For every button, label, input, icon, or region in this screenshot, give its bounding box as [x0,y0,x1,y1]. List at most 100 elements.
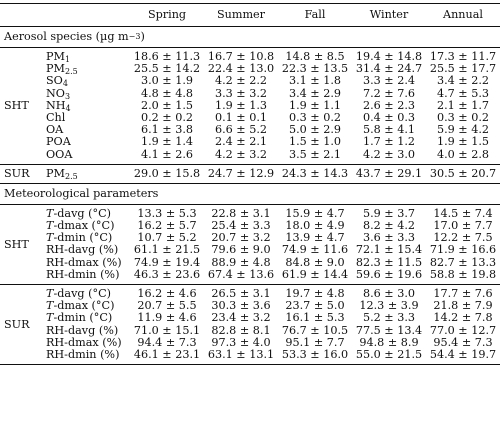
table-row: PM1 18.6 ± 11.3 16.7 ± 10.8 14.8 ± 8.5 19.4 … [0,50,500,64]
header-annual: Annual [443,8,483,21]
value-cell: 84.8 ± 9.0 [285,255,345,269]
value-cell: 0.1 ± 0.1 [214,110,268,124]
table-row: POA 1.9 ± 1.4 2.4 ± 2.1 1.5 ± 1.0 1.7 ± 1.2 1… [0,136,500,148]
value-cell: 1.5 ± 1.0 [288,135,342,149]
value-cell: 16.1 ± 5.3 [285,311,345,325]
header-summer: Summer [216,8,266,21]
table-row: PM2.5 29.0 ± 15.8 24.7 ± 12.9 24.3 ± 14.3 43… [0,166,500,181]
value-cell: 74.9 ± 19.4 [133,255,201,269]
param-name: T-davg (°C) [46,206,112,220]
header-winter: Winter [369,8,409,21]
value-cell: 24.7 ± 12.9 [207,166,275,180]
table-row: T-dmin (°C) 10.7 ± 5.2 20.7 ± 3.2 13.9 ± 4.… [0,232,500,244]
value-cell: 1.9 ± 1.5 [436,135,490,149]
value-cell: 12.3 ± 3.9 [359,299,419,313]
param-name: T-dmax (°C) [46,219,115,233]
value-cell: 95.4 ± 7.3 [433,335,493,349]
value-cell: 71.0 ± 15.1 [133,323,201,337]
section-title: Aerosol species (µg m −3) [0,26,500,47]
value-cell: 17.0 ± 7.7 [433,219,493,233]
table-row: RH-dmax (%) 74.9 ± 19.4 88.9 ± 4.8 84.8 ± 9… [0,255,500,269]
value-cell: 25.4 ± 3.3 [211,219,271,233]
table-row: T-dmin (°C) 11.9 ± 4.6 23.4 ± 3.2 16.1 ± 5.… [0,312,500,324]
value-cell: 15.9 ± 4.7 [285,206,345,220]
group-sur: SUR PM2.5 29.0 ± 15.8 24.7 ± 12.9 24.3 ± 14.… [0,163,500,183]
param-name: RH-davg (%) [46,323,119,337]
table-row: T-davg (°C) 13.3 ± 5.3 22.8 ± 3.1 15.9 ± 4.… [0,206,500,220]
value-cell: 16.2 ± 4.6 [137,287,197,300]
group-label: SUR [4,318,30,332]
value-cell: 0.2 ± 0.2 [140,110,194,124]
param-name: RH-dmax (%) [46,255,122,269]
table-row: RH-dmin (%) 46.1 ± 23.1 63.1 ± 13.1 53.3 ± … [0,347,500,361]
value-cell: 13.9 ± 4.7 [285,231,345,245]
value-cell: 3.4 ± 2.9 [288,86,342,100]
value-cell: 3.6 ± 3.3 [362,231,416,245]
value-cell: 31.4 ± 24.7 [355,62,423,76]
value-cell: 3.0 ± 1.9 [140,74,194,88]
section-divider [0,47,500,48]
value-cell: 5.9 ± 3.7 [362,206,416,220]
value-cell: 6.1 ± 3.8 [140,123,194,137]
value-cell: 82.8 ± 8.1 [211,323,271,337]
table-row: NO3 4.8 ± 4.8 3.3 ± 3.2 3.4 ± 2.9 7.2 ± 7.6 4… [0,86,500,100]
value-cell: 8.2 ± 4.2 [362,219,416,233]
section-title: Meteorological parameters [0,182,500,204]
value-cell: 2.1 ± 1.7 [436,98,490,112]
value-cell: 88.9 ± 4.8 [211,255,271,269]
value-cell: 79.6 ± 9.0 [211,243,271,257]
value-cell: 77.0 ± 12.7 [429,323,497,337]
table-row: OOA 4.1 ± 2.6 4.2 ± 3.2 3.5 ± 2.1 4.2 ± 3.0 4… [0,147,500,161]
table-bottom-rule [0,364,500,366]
value-cell: 61.1 ± 21.5 [133,243,201,257]
value-cell: 1.9 ± 1.3 [214,98,268,112]
value-cell: 25.5 ± 14.2 [133,62,201,76]
value-cell: 19.7 ± 4.8 [285,287,345,300]
value-cell: 22.8 ± 3.1 [211,206,271,220]
table-row: Chl 0.2 ± 0.2 0.1 ± 0.1 0.3 ± 0.2 0.4 ± 0.3 0… [0,110,500,124]
value-cell: 71.9 ± 16.6 [429,243,497,257]
value-cell: 14.8 ± 8.5 [285,50,345,63]
value-cell: 4.0 ± 2.8 [436,147,490,161]
value-cell: 13.3 ± 5.3 [137,206,197,220]
param-name: PM2.5 [46,166,78,181]
value-cell: 5.8 ± 4.1 [362,123,416,137]
value-cell: 5.9 ± 4.2 [436,123,490,137]
value-cell: 14.5 ± 7.4 [433,206,493,220]
value-cell: 61.9 ± 14.4 [281,267,349,281]
value-cell: 58.8 ± 19.8 [429,267,497,281]
value-cell: 14.2 ± 7.8 [433,311,493,325]
value-cell: 82.7 ± 13.3 [429,255,497,269]
value-cell: 76.7 ± 10.5 [281,323,349,337]
value-cell: 10.7 ± 5.2 [137,231,197,245]
value-cell: 82.3 ± 11.5 [355,255,423,269]
param-name: Chl [46,110,66,124]
param-name: RH-dmin (%) [46,267,120,281]
value-cell: 4.8 ± 4.8 [140,86,194,100]
value-cell: 2.0 ± 1.5 [140,98,194,112]
param-name: RH-dmin (%) [46,347,120,361]
value-cell: 23.7 ± 5.0 [285,299,345,313]
param-name: OA [46,123,64,137]
value-cell: 18.0 ± 4.9 [285,219,345,233]
value-cell: 4.2 ± 3.2 [214,147,268,161]
value-cell: 59.6 ± 19.6 [355,267,423,281]
table-row: RH-dmax (%) 94.4 ± 7.3 97.3 ± 4.0 95.1 ± 7.… [0,335,500,349]
value-cell: 74.9 ± 11.6 [281,243,349,257]
value-cell: 3.5 ± 2.1 [288,147,342,161]
group-label: SHT [4,99,29,113]
header-fall: Fall [304,8,326,21]
param-name: RH-davg (%) [46,243,119,257]
group-sht: SHT T-davg (°C) 13.3 ± 5.3 22.8 ± 3.1 15.9 ±… [0,205,500,284]
value-cell: 3.3 ± 2.4 [362,74,416,88]
value-cell: 24.3 ± 14.3 [281,166,349,180]
param-name: PM1 [46,50,71,64]
value-cell: 63.1 ± 13.1 [207,347,275,361]
value-cell: 1.7 ± 1.2 [362,135,416,149]
value-cell: 22.3 ± 13.5 [281,62,349,76]
value-cell: 77.5 ± 13.4 [355,323,423,337]
statistics-table: Spring Summer Fall Winter Annual Aerosol spe… [0,3,500,366]
value-cell: 0.3 ± 0.2 [288,110,342,124]
table-row: T-dmax (°C) 20.7 ± 5.5 30.3 ± 3.6 23.7 ± 5.… [0,299,500,313]
table-row: RH-davg (%) 71.0 ± 15.1 82.8 ± 8.1 76.7 ± 1… [0,323,500,337]
